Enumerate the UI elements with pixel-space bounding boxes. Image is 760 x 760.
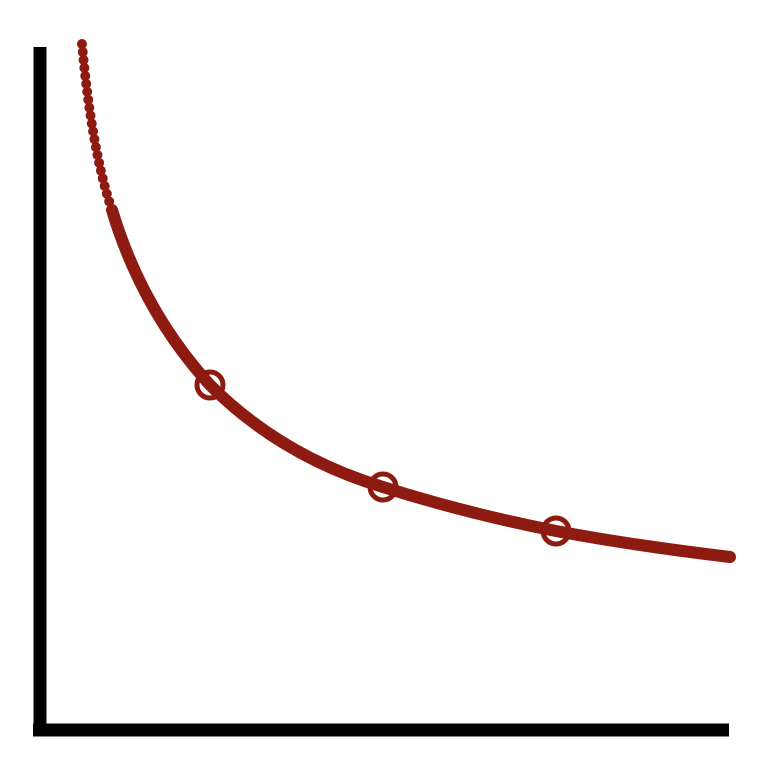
marker	[367, 471, 399, 503]
curve-dotted	[77, 39, 117, 215]
marker	[540, 515, 572, 547]
marker	[194, 369, 226, 401]
curve	[106, 204, 736, 563]
